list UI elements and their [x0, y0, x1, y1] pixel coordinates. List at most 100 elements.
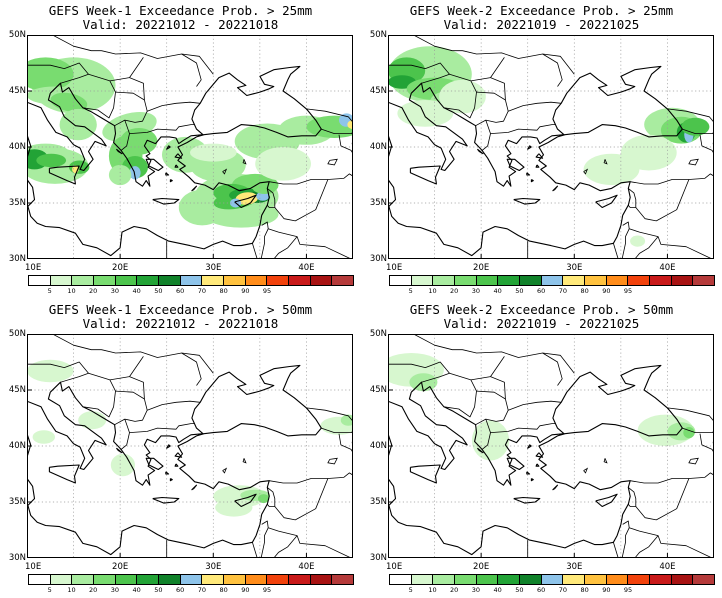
colorbar-segment: [411, 276, 434, 285]
lat-label: 50N: [8, 329, 26, 339]
lat-label: 45N: [8, 86, 26, 96]
colorbar-segment: [606, 276, 629, 285]
country-border: [481, 418, 491, 450]
colorbar-segment: [180, 276, 203, 285]
country-border: [252, 542, 258, 558]
coastline: [27, 364, 322, 556]
country-border: [627, 487, 637, 507]
map-canvas: [388, 334, 714, 558]
lat-label: 35N: [8, 497, 26, 507]
colorbar-label: 40: [493, 287, 502, 295]
coastline: [191, 185, 198, 192]
colorbar-label: 80: [580, 287, 589, 295]
country-border: [268, 527, 298, 558]
colorbar-label: 90: [241, 287, 250, 295]
country-border: [114, 390, 148, 426]
country-border: [481, 119, 491, 151]
colorbar-segment: [159, 276, 181, 285]
colorbar-label: 10: [67, 586, 76, 594]
map-canvas: [27, 334, 353, 558]
country-border: [657, 236, 713, 259]
colorbar-segment: [585, 575, 607, 584]
probability-shade: [108, 164, 132, 186]
panel-week1-25mm: GEFS Week-1 Exceedance Prob. > 25mm Valid…: [0, 0, 361, 299]
lon-label: 40E: [659, 562, 676, 572]
colorbar-label: 20: [89, 287, 98, 295]
coastline: [27, 392, 107, 471]
colorbar-segment: [202, 276, 225, 285]
coastline: [166, 444, 171, 449]
colorbar-segment: [310, 575, 333, 584]
probability-shade: [190, 143, 237, 162]
colorbar-segment: [202, 575, 225, 584]
country-border: [443, 379, 477, 418]
country-border: [252, 243, 258, 259]
panel-week1-50mm: GEFS Week-1 Exceedance Prob. > 50mm Valid…: [0, 299, 361, 598]
colorbar-segment: [520, 575, 542, 584]
colorbar-segment: [606, 575, 629, 584]
coastline: [530, 179, 534, 183]
country-border: [462, 349, 575, 374]
country-border: [443, 80, 477, 119]
probability-shade: [178, 189, 226, 226]
country-border: [296, 236, 352, 259]
colorbar-segment: [390, 575, 412, 584]
lat-label: 40N: [8, 142, 26, 152]
colorbar-segment: [310, 276, 333, 285]
colorbar-label: 10: [67, 287, 76, 295]
country-border: [266, 188, 276, 208]
lon-label: 10E: [386, 263, 403, 273]
country-border: [542, 53, 563, 87]
lon-label: 20E: [112, 562, 129, 572]
coastline: [535, 164, 540, 168]
coastline: [27, 134, 32, 159]
lon-label: 30E: [566, 562, 583, 572]
country-border: [269, 472, 353, 484]
colorbar-label: 5: [47, 287, 52, 295]
lat-label: 35N: [8, 198, 26, 208]
colorbar: [389, 275, 715, 286]
lat-label: 40N: [8, 441, 26, 451]
lat-label: 40N: [369, 441, 387, 451]
colorbar-label: 40: [132, 287, 141, 295]
coastline: [234, 194, 257, 209]
colorbar-segment: [671, 575, 694, 584]
lon-label: 20E: [473, 562, 490, 572]
colorbar-label: 60: [536, 287, 546, 295]
probability-shade: [258, 494, 270, 504]
panel-week2-50mm: GEFS Week-2 Exceedance Prob. > 50mm Valid…: [361, 299, 722, 598]
colorbar-segment: [29, 575, 51, 584]
probability-shade: [630, 235, 646, 247]
colorbar-label: 30: [110, 287, 120, 295]
country-border: [657, 535, 713, 558]
lat-label: 40N: [369, 142, 387, 152]
lake-outline: [603, 159, 608, 165]
country-border: [412, 334, 463, 351]
coastline: [513, 496, 541, 504]
coastline: [527, 444, 532, 449]
coastline: [152, 197, 180, 205]
colorbar-segment: [289, 276, 311, 285]
map-canvas: [388, 35, 714, 259]
probability-shade: [471, 420, 510, 461]
probability-shade: [215, 498, 253, 517]
coastline: [27, 433, 32, 458]
probability-shade: [59, 108, 97, 141]
lake-outline: [222, 467, 228, 474]
probability-shade: [32, 430, 55, 444]
country-border: [475, 390, 509, 426]
colorbar-segment: [332, 575, 354, 584]
lon-label: 40E: [659, 263, 676, 273]
country-border: [475, 91, 509, 127]
colorbar-label: 40: [493, 586, 502, 594]
country-border: [635, 179, 690, 222]
country-border: [129, 124, 195, 134]
lat-label: 30N: [369, 254, 387, 264]
colorbar-label: 90: [241, 586, 250, 594]
lat-label: 30N: [369, 553, 387, 563]
colorbar-label: 90: [602, 287, 611, 295]
coastline: [409, 165, 441, 185]
lon-label: 40E: [298, 263, 315, 273]
panel-title: GEFS Week-1 Exceedance Prob. > 25mm: [48, 3, 313, 18]
lat-label: 35N: [369, 497, 387, 507]
